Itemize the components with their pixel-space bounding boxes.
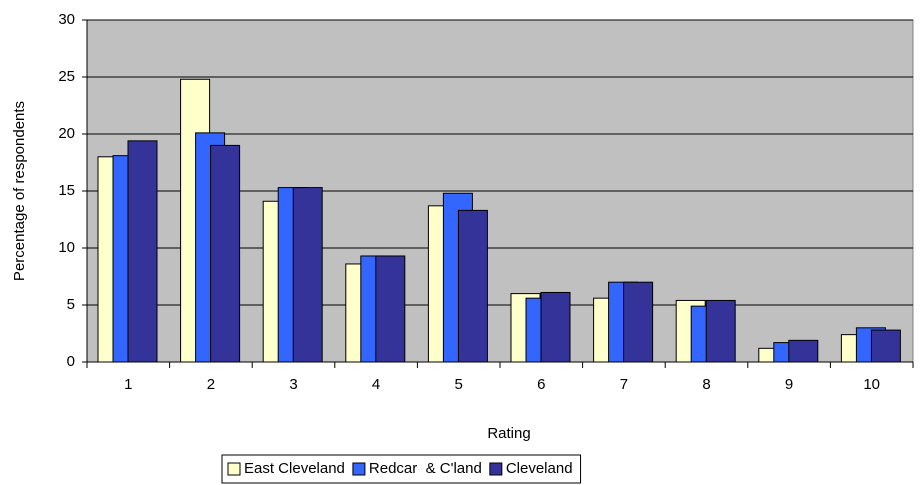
y-tick-label: 0 (67, 353, 75, 370)
bar (292, 187, 323, 363)
x-tick-label: 10 (863, 376, 880, 393)
legend-label: Redcar & C'land (369, 460, 482, 477)
bar (788, 339, 819, 363)
x-tick-label: 9 (785, 376, 793, 393)
y-tick-label: 25 (58, 68, 75, 85)
y-tick-label: 10 (58, 239, 75, 256)
x-tick-label: 3 (289, 376, 297, 393)
bar (375, 255, 406, 363)
legend-swatch (352, 462, 366, 476)
bar (705, 299, 736, 363)
x-tick-label: 6 (537, 376, 545, 393)
x-tick-label: 2 (207, 376, 215, 393)
x-axis-label: Rating (487, 425, 530, 442)
x-tick-label: 4 (372, 376, 380, 393)
bar (210, 144, 241, 363)
bar (540, 291, 571, 363)
bar (870, 329, 901, 363)
x-tick-label: 8 (702, 376, 710, 393)
bar (457, 209, 488, 363)
legend-label: Cleveland (506, 460, 573, 477)
y-tick-label: 5 (67, 296, 75, 313)
legend-swatch (489, 462, 503, 476)
y-axis-label: Percentage of respondents (11, 101, 28, 281)
y-tick-label: 30 (58, 11, 75, 28)
y-tick-label: 20 (58, 125, 75, 142)
y-tick-label: 15 (58, 182, 75, 199)
legend (221, 454, 582, 484)
legend-swatch (227, 462, 241, 476)
x-tick-label: 5 (455, 376, 463, 393)
bar (127, 140, 158, 363)
x-tick-label: 1 (124, 376, 132, 393)
x-tick-label: 7 (620, 376, 628, 393)
bar (623, 281, 654, 363)
legend-label: East Cleveland (244, 460, 345, 477)
